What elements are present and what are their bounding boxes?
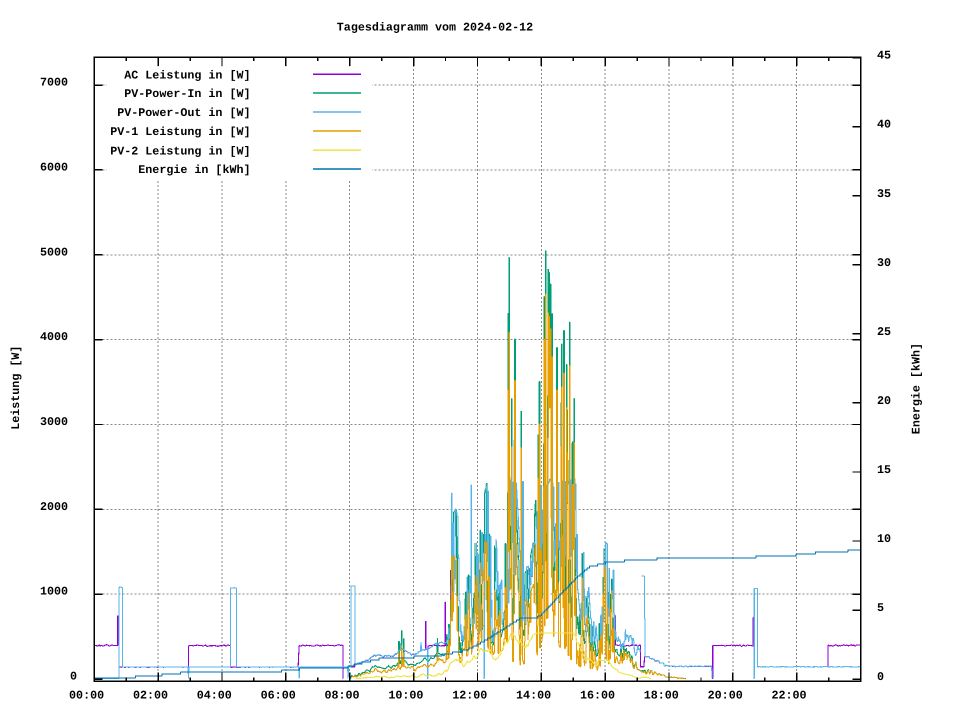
svg-text:10:00: 10:00 <box>388 689 423 703</box>
svg-text:4000: 4000 <box>40 330 68 344</box>
svg-text:1000: 1000 <box>40 585 68 599</box>
svg-text:5000: 5000 <box>40 245 68 259</box>
svg-text:40: 40 <box>877 118 891 132</box>
svg-text:5: 5 <box>877 601 884 615</box>
svg-text:2000: 2000 <box>40 500 68 514</box>
svg-text:PV-Power-In in [W]: PV-Power-In in [W] <box>124 87 250 101</box>
svg-text:Tagesdiagramm vom 2024-02-12: Tagesdiagramm vom 2024-02-12 <box>337 21 533 35</box>
svg-text:25: 25 <box>877 325 891 339</box>
svg-text:04:00: 04:00 <box>197 689 232 703</box>
svg-text:12:00: 12:00 <box>452 689 487 703</box>
svg-text:AC Leistung in [W]: AC Leistung in [W] <box>124 68 250 82</box>
svg-text:02:00: 02:00 <box>133 689 168 703</box>
svg-text:10: 10 <box>877 532 891 546</box>
svg-text:3000: 3000 <box>40 415 68 429</box>
svg-text:PV-2 Leistung in [W]: PV-2 Leistung in [W] <box>110 144 250 158</box>
svg-text:20:00: 20:00 <box>708 689 743 703</box>
svg-text:08:00: 08:00 <box>324 689 359 703</box>
svg-text:0: 0 <box>70 670 77 684</box>
svg-text:16:00: 16:00 <box>580 689 615 703</box>
svg-text:14:00: 14:00 <box>516 689 551 703</box>
svg-text:15: 15 <box>877 463 891 477</box>
svg-text:18:00: 18:00 <box>644 689 679 703</box>
svg-text:30: 30 <box>877 256 891 270</box>
svg-text:22:00: 22:00 <box>771 689 806 703</box>
svg-text:Energie [kWh]: Energie [kWh] <box>910 343 924 434</box>
svg-text:Leistung [W]: Leistung [W] <box>9 346 23 430</box>
svg-text:6000: 6000 <box>40 160 68 174</box>
svg-text:0: 0 <box>877 670 884 684</box>
svg-text:Energie in [kWh]: Energie in [kWh] <box>138 163 250 177</box>
svg-text:45: 45 <box>877 49 891 63</box>
svg-text:PV-Power-Out in [W]: PV-Power-Out in [W] <box>117 106 250 120</box>
svg-text:06:00: 06:00 <box>261 689 296 703</box>
svg-text:35: 35 <box>877 187 891 201</box>
svg-text:7000: 7000 <box>40 76 68 90</box>
svg-text:00:00: 00:00 <box>69 689 104 703</box>
svg-text:PV-1 Leistung in [W]: PV-1 Leistung in [W] <box>110 125 250 139</box>
svg-text:20: 20 <box>877 394 891 408</box>
